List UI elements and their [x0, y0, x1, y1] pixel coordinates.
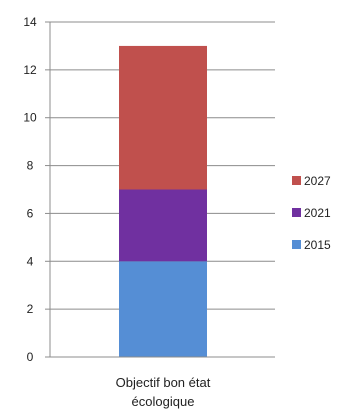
axes: [45, 21, 275, 358]
legend-swatch-2021: [292, 208, 301, 217]
bars: [119, 45, 207, 357]
y-tick-label-12: 12: [23, 63, 37, 77]
y-tick-label-2: 2: [27, 302, 34, 316]
legend: 2027 2021 2015: [292, 174, 331, 252]
legend-swatch-2015: [292, 240, 301, 249]
legend-label-2021: 2021: [304, 206, 331, 220]
y-tick-label-8: 8: [27, 159, 34, 173]
y-tick-label-6: 6: [27, 206, 34, 220]
bar-segment-2027: [119, 45, 207, 190]
category-label-line-1: Objectif bon état: [116, 375, 211, 390]
bar-segment-2021: [119, 189, 207, 262]
y-tick-label-14: 14: [23, 15, 37, 29]
y-tick-label-10: 10: [23, 111, 37, 125]
y-tick-labels: 0 2 4 6 8 10 12 14: [23, 15, 37, 364]
y-tick-label-4: 4: [27, 254, 34, 268]
bar-segment-2015: [119, 261, 207, 357]
category-label-line-2: écologique: [132, 394, 195, 409]
legend-label-2027: 2027: [304, 174, 331, 188]
y-tick-label-0: 0: [27, 350, 34, 364]
legend-label-2015: 2015: [304, 238, 331, 252]
legend-swatch-2027: [292, 176, 301, 185]
